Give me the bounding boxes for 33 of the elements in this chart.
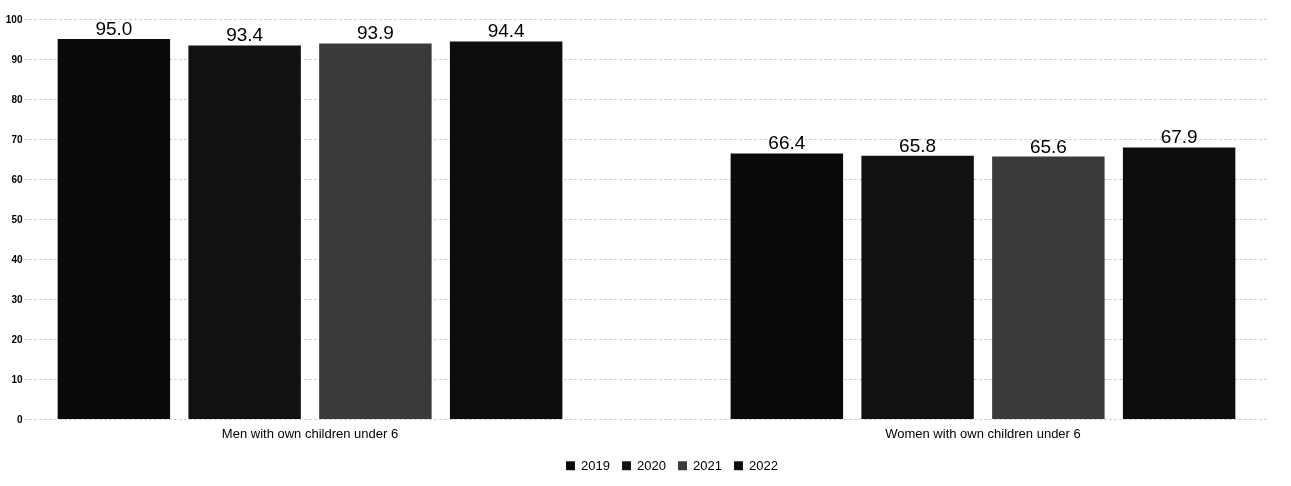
y-tick-label: 50 (11, 213, 23, 225)
y-tick-label: 60 (11, 173, 23, 185)
y-tick-label: 100 (5, 13, 23, 25)
y-tick-label: 10 (11, 373, 23, 385)
y-tick-label: 70 (11, 133, 23, 145)
x-tick-label: Women with own children under 6 (885, 425, 1081, 441)
x-tick-label: Men with own children under 6 (221, 425, 399, 441)
data-label: 66.4 (768, 132, 806, 154)
bar (449, 41, 563, 419)
bar (1122, 147, 1236, 419)
data-label: 93.4 (226, 24, 264, 46)
legend-label: 2020 (637, 457, 666, 473)
legend-label: 2022 (749, 457, 778, 473)
y-tick-label: 20 (11, 333, 23, 345)
y-tick-label: 80 (11, 93, 23, 105)
data-label: 65.8 (899, 134, 937, 156)
y-tick-label: 90 (11, 53, 23, 65)
bar (319, 43, 432, 419)
bar (188, 45, 301, 419)
data-label: 67.9 (1160, 126, 1198, 148)
bar (992, 156, 1105, 419)
data-label: 93.9 (356, 22, 394, 44)
bar (57, 39, 171, 419)
legend-label: 2019 (581, 457, 610, 473)
data-label: 94.4 (487, 20, 526, 42)
y-tick-label: 40 (11, 253, 23, 265)
bar (861, 155, 974, 419)
data-label: 95.0 (95, 18, 133, 39)
legend-label: 2021 (693, 457, 722, 473)
bar (730, 153, 844, 419)
y-tick-label: 30 (11, 293, 23, 305)
y-tick-label: 0 (16, 413, 23, 425)
data-label: 65.6 (1029, 135, 1067, 157)
